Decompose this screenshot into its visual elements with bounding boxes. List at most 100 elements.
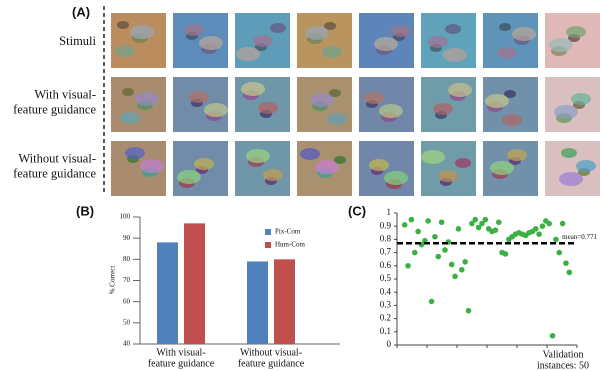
point [442, 247, 448, 253]
image-detail [204, 103, 228, 117]
image-detail [512, 27, 536, 41]
image-detail [189, 91, 209, 103]
y-tick-label: 40 [123, 340, 131, 348]
y-tick-label: 0.8 [380, 233, 392, 243]
image-detail [258, 102, 278, 114]
point [402, 222, 408, 228]
point [550, 333, 556, 339]
bar [247, 261, 268, 344]
y-tick-label: 0.9 [380, 220, 392, 230]
image-detail [241, 82, 265, 96]
image-detail [194, 158, 214, 170]
image-detail [253, 35, 273, 47]
row-label: With visual- [34, 87, 96, 101]
panel-label: (B) [76, 203, 94, 218]
point [496, 219, 502, 225]
image-detail [199, 36, 223, 50]
y-tick-label: 100 [120, 213, 131, 221]
point [560, 221, 566, 227]
image-detail [135, 92, 159, 106]
image-detail [236, 47, 260, 61]
y-tick-label: 0.4 [380, 286, 392, 296]
image-detail [559, 172, 583, 186]
point [533, 226, 539, 232]
image-detail [455, 158, 471, 168]
image-detail [384, 171, 408, 185]
image [421, 141, 476, 196]
image-detail [246, 149, 270, 163]
y-tick-label: 0 [387, 339, 392, 349]
image-detail [374, 37, 398, 51]
image-detail [364, 92, 384, 104]
image-detail [263, 169, 283, 181]
bar [184, 223, 205, 344]
point [435, 254, 441, 260]
point [456, 226, 462, 232]
y-tick-label: 0.6 [380, 260, 392, 270]
point [409, 217, 415, 223]
x-tick-label: Without visual- [240, 347, 302, 358]
image-detail [443, 48, 467, 62]
image [297, 13, 352, 68]
mean-label: mean=0.771 [562, 233, 597, 241]
image-detail [140, 159, 164, 173]
point [493, 227, 499, 233]
image-detail [561, 148, 577, 158]
image-detail [327, 113, 347, 125]
image-detail [379, 104, 403, 118]
point [459, 267, 465, 273]
image-detail [310, 93, 334, 107]
point [452, 274, 458, 280]
point [563, 260, 569, 266]
image-detail [554, 105, 578, 119]
image-detail [576, 160, 596, 172]
y-tick-label: 0.7 [380, 247, 392, 257]
image-detail [305, 26, 329, 40]
image-detail [322, 46, 342, 58]
point [412, 250, 418, 256]
legend-label: Hum-Com [275, 241, 306, 249]
y-tick-label: 70 [123, 276, 131, 284]
point [405, 263, 411, 269]
x-axis-label: Validation [542, 349, 583, 360]
image-detail [433, 103, 453, 115]
point [567, 270, 573, 276]
image-detail [485, 94, 509, 108]
point [483, 217, 489, 223]
image-detail [369, 159, 389, 171]
panel-label: (A) [72, 4, 90, 19]
image-detail [507, 149, 527, 161]
row-label: feature guidance [13, 166, 96, 180]
panel-label: (C) [348, 203, 366, 218]
legend-swatch [265, 242, 271, 248]
image [545, 77, 600, 132]
image-detail [448, 83, 472, 97]
image-detail [120, 112, 140, 124]
image-detail [502, 114, 522, 126]
row-label: feature guidance [13, 102, 96, 116]
x-tick-label: feature guidance [238, 358, 305, 369]
point [429, 299, 435, 305]
point [536, 231, 542, 237]
image-detail [177, 170, 201, 184]
y-axis-label: % Correct [109, 266, 117, 295]
bar [274, 259, 295, 344]
image-detail [571, 93, 591, 105]
y-tick-label: 50 [123, 318, 131, 326]
y-tick-label: 0.2 [380, 313, 391, 323]
x-tick-label: With visual- [156, 347, 205, 358]
point [472, 217, 478, 223]
image-detail [270, 23, 286, 33]
point [546, 221, 552, 227]
bar [157, 242, 178, 344]
legend-label: Pix-Com [275, 228, 301, 236]
point [466, 308, 472, 314]
image-detail [184, 24, 204, 36]
image-detail [497, 47, 517, 59]
y-tick-label: 0.1 [380, 326, 391, 336]
image-detail [490, 161, 514, 175]
image-detail [125, 147, 145, 159]
y-tick-label: 0.5 [380, 273, 392, 283]
point [439, 219, 445, 225]
image-detail [130, 25, 154, 39]
